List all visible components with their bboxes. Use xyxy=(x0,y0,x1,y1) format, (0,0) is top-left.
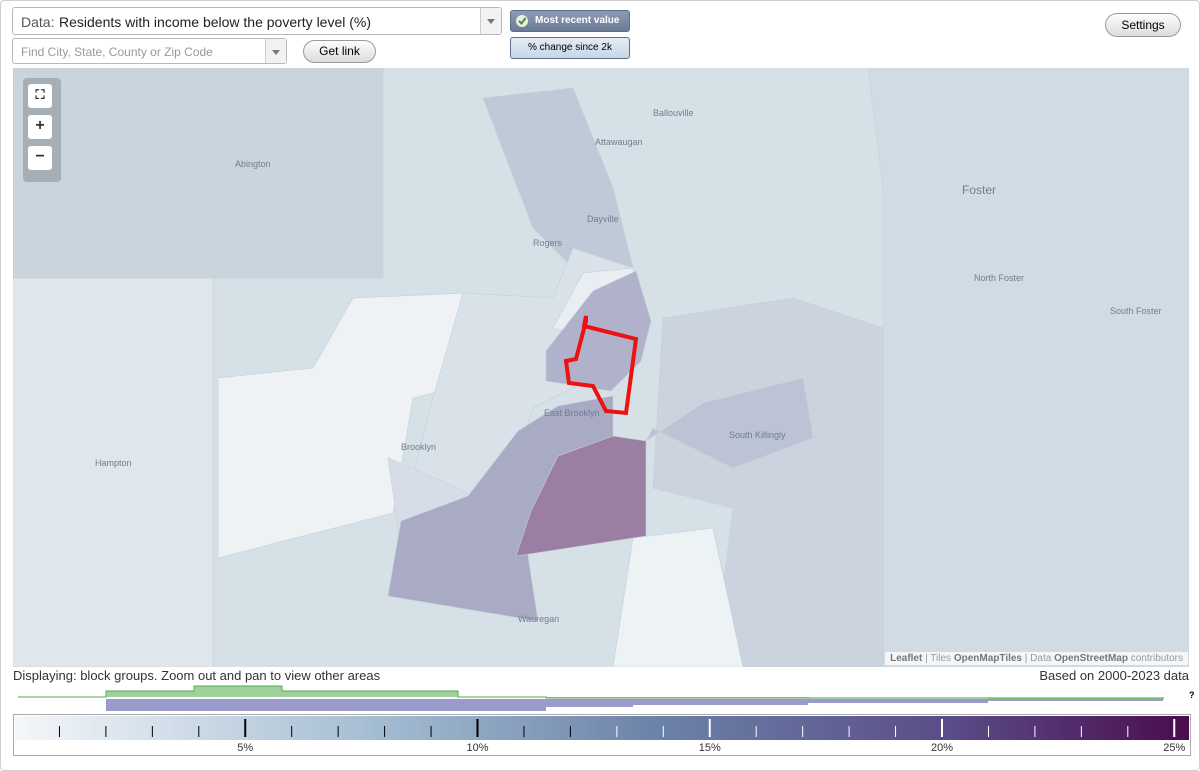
legend-scale: 5% 10% 15% 20% 25% xyxy=(15,716,1189,754)
legend-tick-label: 15% xyxy=(699,742,721,754)
map[interactable]: Ballouville Attawaugan Abington Dayville… xyxy=(13,68,1189,667)
place-label: Ballouville xyxy=(653,108,694,118)
place-label: Hampton xyxy=(95,458,132,468)
data-select[interactable]: Data: Residents with income below the po… xyxy=(12,7,502,35)
selected-area xyxy=(563,315,639,416)
choropleth xyxy=(13,68,1189,667)
zoom-in-button[interactable]: + xyxy=(28,115,52,139)
place-label: Dayville xyxy=(587,214,619,224)
place-label: Attawaugan xyxy=(595,137,643,147)
legend-tick-label: 5% xyxy=(237,742,253,754)
attribution-text: contributors xyxy=(1127,653,1183,664)
legend-tick-label: 25% xyxy=(1163,742,1185,754)
legend-tick-label: 20% xyxy=(931,742,953,754)
dropdown-arrow xyxy=(265,39,286,63)
place-label: Foster xyxy=(962,183,996,197)
legend-tick-label: 10% xyxy=(466,742,488,754)
displaying-note: Displaying: block groups. Zoom out and p… xyxy=(13,668,381,683)
attribution-link[interactable]: OpenMapTiles xyxy=(953,653,1022,664)
zoom-out-button[interactable]: − xyxy=(28,146,52,170)
based-on-note: Based on 2000-2023 data xyxy=(1039,668,1189,683)
place-label: Rogers xyxy=(533,238,563,248)
pct-change-toggle[interactable]: % change since 2k xyxy=(510,37,630,59)
attribution-link[interactable]: Leaflet xyxy=(890,653,923,664)
place-label: East Brooklyn xyxy=(544,408,600,418)
search-box[interactable]: Find City, State, County or Zip Code xyxy=(12,38,287,64)
search-placeholder: Find City, State, County or Zip Code xyxy=(21,45,213,59)
place-label: North Foster xyxy=(974,273,1024,283)
most-recent-toggle[interactable]: Most recent value xyxy=(510,10,630,32)
place-label: South Killingly xyxy=(729,430,786,440)
place-labels: Ballouville Attawaugan Abington Dayville… xyxy=(95,108,1162,624)
zoom-control: ⛶ + − xyxy=(23,78,61,182)
attribution-text: | Tiles xyxy=(922,653,954,664)
settings-button[interactable]: Settings xyxy=(1105,13,1181,37)
histogram xyxy=(18,685,1164,711)
fit-button[interactable]: ⛶ xyxy=(28,84,52,108)
dropdown-arrow xyxy=(480,8,501,34)
most-recent-label: Most recent value xyxy=(535,15,620,26)
place-label: Brooklyn xyxy=(401,442,436,452)
attribution: Leaflet | Tiles OpenMapTiles | Data Open… xyxy=(885,652,1188,665)
legend: 5% 10% 15% 20% 25% xyxy=(13,714,1191,756)
place-label: Abington xyxy=(235,159,271,169)
data-value: Residents with income below the poverty … xyxy=(59,14,372,30)
get-link-button[interactable]: Get link xyxy=(303,40,376,63)
help-icon[interactable]: ? xyxy=(1189,690,1195,700)
attribution-link[interactable]: OpenStreetMap xyxy=(1054,653,1128,664)
place-label: Wauregan xyxy=(518,614,559,624)
attribution-text: | Data xyxy=(1022,653,1055,664)
place-label: South Foster xyxy=(1110,306,1162,316)
check-icon xyxy=(516,15,528,27)
data-label: Data: xyxy=(21,14,55,30)
